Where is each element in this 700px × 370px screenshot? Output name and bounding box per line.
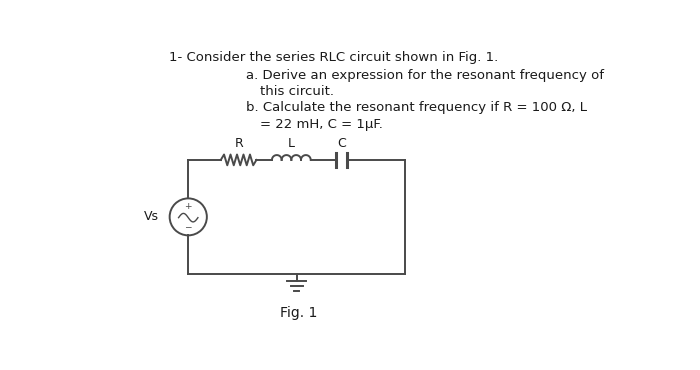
- Text: b. Calculate the resonant frequency if R = 100 Ω, L: b. Calculate the resonant frequency if R…: [246, 101, 587, 114]
- Text: a. Derive an expression for the resonant frequency of: a. Derive an expression for the resonant…: [246, 69, 604, 82]
- Text: L: L: [288, 137, 295, 150]
- Text: 1- Consider the series RLC circuit shown in Fig. 1.: 1- Consider the series RLC circuit shown…: [169, 51, 498, 64]
- Text: +: +: [185, 202, 192, 211]
- Text: Fig. 1: Fig. 1: [279, 306, 317, 320]
- Text: −: −: [185, 222, 192, 232]
- Text: C: C: [337, 137, 346, 150]
- Text: this circuit.: this circuit.: [260, 85, 335, 98]
- Text: Vs: Vs: [144, 211, 159, 223]
- Text: R: R: [234, 137, 243, 150]
- Text: = 22 mH, C = 1μF.: = 22 mH, C = 1μF.: [260, 118, 383, 131]
